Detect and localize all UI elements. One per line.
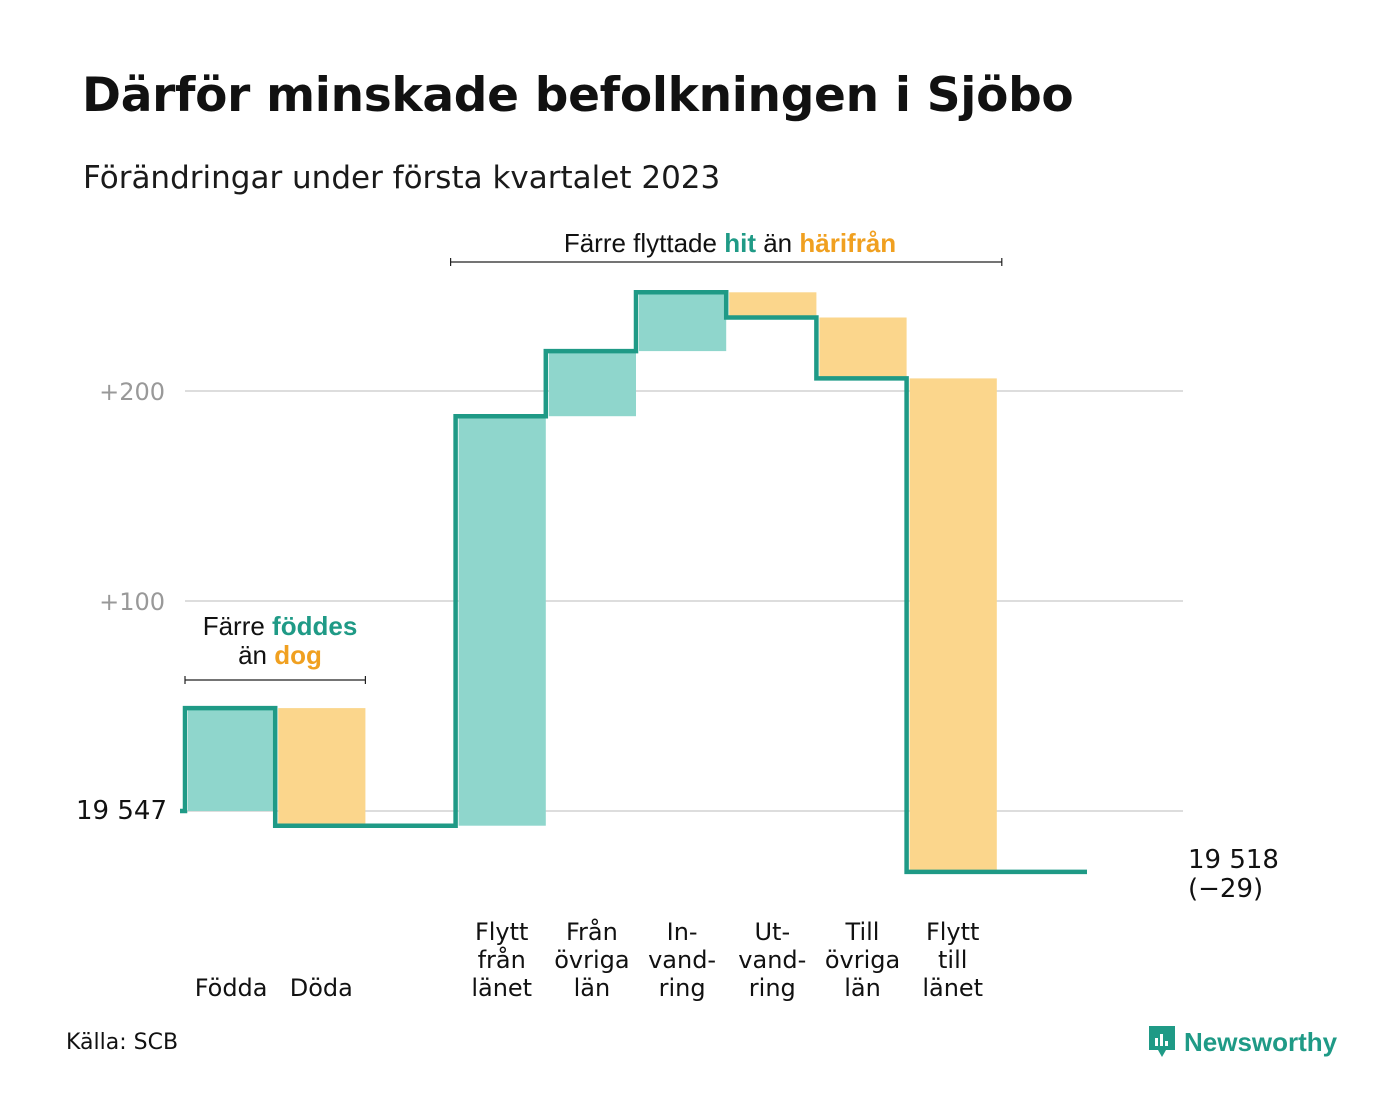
bar-inflow [548, 351, 636, 417]
chart-title: Därför minskade befolkningen i Sjöbo [82, 68, 1074, 123]
waterfall-chart: +100 +200 Födda Döda Flytt från länet Från övrig… [76, 228, 1279, 1002]
bar-inflow [188, 708, 276, 811]
newsworthy-logo-text: Newsworthy [1184, 1026, 1338, 1057]
annotation-migration-text: Färre flyttade hit än härifrån [564, 228, 896, 258]
start-value-label: 19 547 [76, 796, 167, 826]
category-label: Till övriga län [825, 918, 900, 1002]
annotation-births-text: Färre föddes [203, 611, 358, 641]
level-line-path [180, 290, 1087, 875]
category-label: Från övriga län [554, 917, 629, 1002]
bar-outflow [819, 317, 907, 379]
chart-subtitle: Förändringar under första kvartalet 2023 [83, 160, 721, 196]
labels: +100 +200 Födda Döda Flytt från länet Från övrig… [76, 378, 1279, 1002]
category-label: Döda [290, 974, 353, 1002]
bars [188, 292, 997, 872]
category-label: Ut-vand-ring [738, 918, 806, 1002]
category-label: Födda [195, 974, 268, 1002]
level-line [180, 290, 1087, 875]
annotations: Färre flyttade hit än härifrån Färre född… [184, 228, 1003, 684]
category-label: In-vand-ring [648, 918, 716, 1002]
category-label: Flytt till länet [922, 918, 983, 1002]
end-change-label: (−29) [1188, 874, 1263, 904]
bar-outflow [729, 292, 817, 318]
bar-outflow [278, 708, 366, 826]
bar-inflow [458, 416, 546, 826]
category-label: Flytt från länet [471, 918, 532, 1002]
annotation-migration-bracket [450, 258, 1003, 266]
bar-inflow [639, 292, 727, 352]
y-tick-label: +200 [99, 378, 165, 406]
newsworthy-logo[interactable]: Newsworthy [1146, 1022, 1337, 1062]
y-tick-label: +100 [99, 588, 165, 616]
bar-outflow [909, 378, 997, 872]
end-value-label: 19 518 [1188, 845, 1279, 875]
source-note: Källa: SCB [66, 1030, 179, 1055]
newsworthy-logo-icon [1149, 1026, 1175, 1057]
annotation-births-text: än dog [238, 640, 322, 670]
annotation-births-bracket [184, 676, 366, 684]
